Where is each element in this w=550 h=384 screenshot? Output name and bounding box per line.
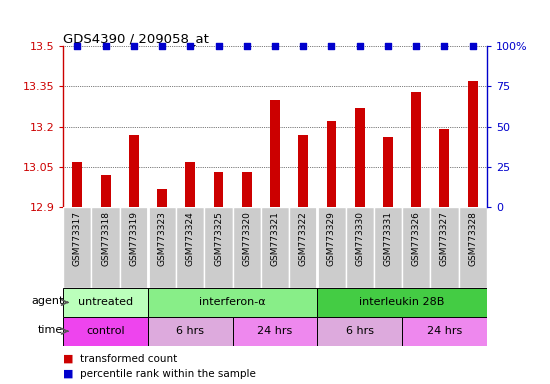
Text: time: time	[38, 325, 63, 335]
Point	[468, 43, 477, 49]
Bar	[63, 207, 91, 288]
Point	[412, 43, 421, 49]
Point	[271, 43, 279, 49]
Point	[214, 43, 223, 49]
Bar	[148, 207, 176, 288]
Text: GSM773323: GSM773323	[157, 211, 167, 266]
Text: GSM773326: GSM773326	[411, 211, 421, 266]
Bar	[298, 135, 308, 207]
Bar	[120, 207, 148, 288]
Text: 6 hrs: 6 hrs	[177, 326, 204, 336]
Text: GSM773328: GSM773328	[468, 211, 477, 266]
Bar	[101, 175, 111, 207]
Bar	[383, 137, 393, 207]
Text: transformed count: transformed count	[80, 354, 177, 364]
Text: GSM773322: GSM773322	[299, 211, 308, 266]
Bar	[355, 108, 365, 207]
Bar	[91, 207, 120, 288]
Bar	[129, 135, 139, 207]
Bar	[374, 207, 402, 288]
Bar	[73, 162, 82, 207]
Text: percentile rank within the sample: percentile rank within the sample	[80, 369, 256, 379]
Text: GSM773320: GSM773320	[242, 211, 251, 266]
Bar	[261, 207, 289, 288]
Text: GSM773321: GSM773321	[271, 211, 279, 266]
Text: interleukin 28B: interleukin 28B	[359, 297, 445, 308]
Bar	[233, 317, 317, 346]
Text: GSM773327: GSM773327	[440, 211, 449, 266]
Point	[158, 43, 167, 49]
Bar	[148, 317, 233, 346]
Point	[73, 43, 82, 49]
Point	[101, 43, 110, 49]
Bar	[205, 207, 233, 288]
Text: GSM773319: GSM773319	[129, 211, 139, 266]
Bar	[317, 288, 487, 317]
Bar	[459, 207, 487, 288]
Point	[243, 43, 251, 49]
Text: GSM773325: GSM773325	[214, 211, 223, 266]
Bar	[411, 92, 421, 207]
Text: 24 hrs: 24 hrs	[257, 326, 293, 336]
Text: interferon-α: interferon-α	[199, 297, 266, 308]
Bar	[345, 207, 374, 288]
Bar	[402, 317, 487, 346]
Text: GSM773329: GSM773329	[327, 211, 336, 266]
Point	[186, 43, 195, 49]
Point	[129, 43, 138, 49]
Bar	[63, 288, 148, 317]
Bar	[430, 207, 459, 288]
Bar	[439, 129, 449, 207]
Text: untreated: untreated	[78, 297, 133, 308]
Bar	[270, 100, 280, 207]
Bar	[242, 172, 252, 207]
Text: GDS4390 / 209058_at: GDS4390 / 209058_at	[63, 32, 209, 45]
Text: GSM773324: GSM773324	[186, 211, 195, 266]
Text: ■: ■	[63, 369, 74, 379]
Point	[299, 43, 307, 49]
Point	[383, 43, 392, 49]
Text: GSM773330: GSM773330	[355, 211, 364, 266]
Bar	[317, 207, 345, 288]
Text: agent: agent	[31, 296, 63, 306]
Bar	[402, 207, 430, 288]
Text: 24 hrs: 24 hrs	[427, 326, 462, 336]
Bar	[63, 317, 148, 346]
Bar	[317, 317, 402, 346]
Bar	[289, 207, 317, 288]
Bar	[157, 189, 167, 207]
Bar	[148, 288, 317, 317]
Bar	[185, 162, 195, 207]
Text: GSM773318: GSM773318	[101, 211, 110, 266]
Bar	[468, 81, 477, 207]
Point	[355, 43, 364, 49]
Point	[327, 43, 336, 49]
Point	[440, 43, 449, 49]
Text: GSM773331: GSM773331	[383, 211, 393, 266]
Bar	[213, 172, 223, 207]
Text: control: control	[86, 326, 125, 336]
Bar	[176, 207, 205, 288]
Text: ■: ■	[63, 354, 74, 364]
Bar	[327, 121, 337, 207]
Text: GSM773317: GSM773317	[73, 211, 82, 266]
Bar	[233, 207, 261, 288]
Text: 6 hrs: 6 hrs	[346, 326, 373, 336]
